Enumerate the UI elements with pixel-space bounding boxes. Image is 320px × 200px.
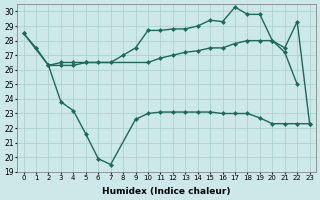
X-axis label: Humidex (Indice chaleur): Humidex (Indice chaleur): [102, 187, 231, 196]
